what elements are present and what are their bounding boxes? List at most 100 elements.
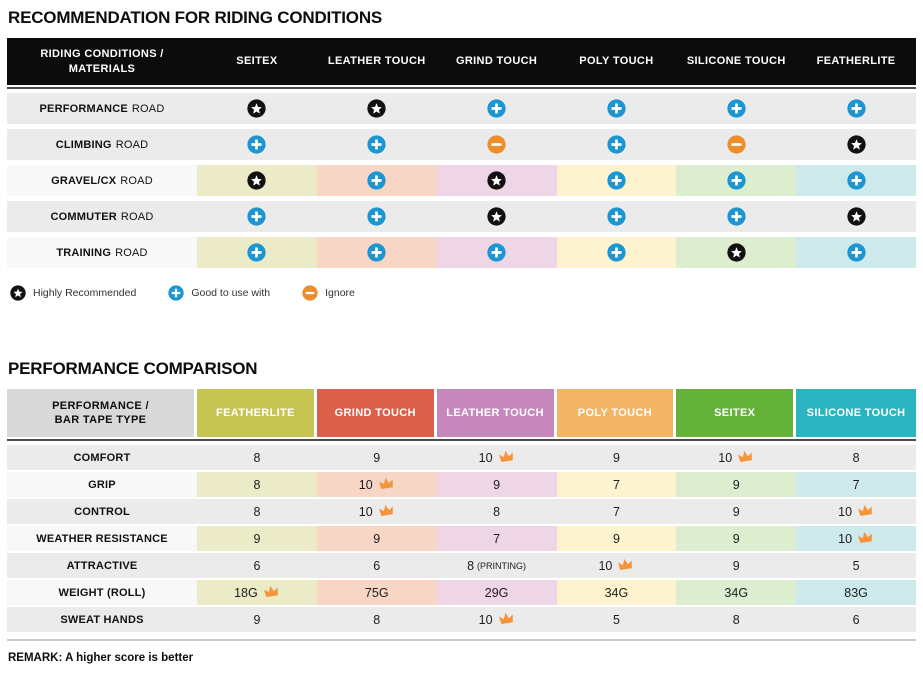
t1-column-header-1: LEATHER TOUCH xyxy=(327,55,426,68)
table-row: TRAINING ROAD xyxy=(7,237,916,268)
t1-cell xyxy=(676,165,797,196)
plus-icon xyxy=(727,207,746,226)
cell-value: 8 xyxy=(253,450,261,465)
riding-conditions-table: RIDING CONDITIONS / MATERIALS SEITEX LEAT… xyxy=(7,38,916,268)
t1-cell xyxy=(796,93,916,124)
row-label: PERFORMANCE ROAD xyxy=(7,93,197,124)
crown-icon xyxy=(616,557,635,572)
cell-value: 8 xyxy=(253,504,261,519)
t1-cell xyxy=(556,129,677,160)
t1-cell xyxy=(197,201,317,232)
t2-cell: 9 xyxy=(197,607,317,632)
legend-label: Ignore xyxy=(325,287,355,299)
cell-value: 75G xyxy=(364,585,389,600)
table-row: ATTRACTIVE 6 6 8 (PRINTING) 10 9 5 xyxy=(7,553,916,578)
cell-note: (PRINTING) xyxy=(477,560,527,571)
t2-cell: 9 xyxy=(316,526,437,551)
cell-value: 10 xyxy=(718,450,733,465)
row-label: COMMUTER ROAD xyxy=(7,201,197,232)
row-label-rest: ROAD xyxy=(115,246,148,259)
crown-icon xyxy=(856,503,875,518)
plus-icon xyxy=(607,135,626,154)
t2-cell: 7 xyxy=(556,499,677,524)
cell-value: 7 xyxy=(612,504,620,519)
plus-icon xyxy=(367,135,386,154)
plus-icon xyxy=(727,171,746,190)
cell-value: 10 xyxy=(358,477,373,492)
t1-header-row: RIDING CONDITIONS / MATERIALS SEITEX LEAT… xyxy=(7,38,916,85)
t2-cell: 8 xyxy=(676,607,797,632)
t2-cell: 7 xyxy=(796,472,916,497)
t1-cell xyxy=(197,165,317,196)
t2-cell: 9 xyxy=(676,526,797,551)
remark-text: REMARK: A higher score is better xyxy=(8,652,194,664)
row-label-strong: CLIMBING xyxy=(55,138,112,151)
t2-cell: 34G xyxy=(676,580,797,605)
t1-cell xyxy=(197,237,317,268)
t1-corner-line2: MATERIALS xyxy=(68,62,136,75)
cell-value: 83G xyxy=(844,585,868,600)
t1-cell xyxy=(436,201,557,232)
cell-value: 8 xyxy=(732,612,740,627)
crown-icon xyxy=(377,503,396,518)
legend-label: Good to use with xyxy=(191,287,271,299)
plus-icon xyxy=(607,207,626,226)
table-row: PERFORMANCE ROAD xyxy=(7,93,916,124)
divider xyxy=(7,87,916,89)
row-label: WEATHER RESISTANCE xyxy=(7,526,197,551)
star-icon xyxy=(10,285,26,301)
row-label-strong: GRAVEL/CX xyxy=(51,174,117,187)
t2-cell: 9 xyxy=(556,445,677,470)
t1-column-header-5: FEATHERLITE xyxy=(816,55,896,68)
t1-cell xyxy=(796,165,916,196)
plus-icon xyxy=(487,99,506,118)
star-icon xyxy=(487,207,506,226)
t2-cell: 7 xyxy=(556,472,677,497)
t2-cell: 6 xyxy=(796,607,916,632)
row-label-strong: PERFORMANCE xyxy=(39,102,128,115)
t2-cell: 8 (PRINTING) xyxy=(436,553,557,578)
t2-cell: 10 xyxy=(796,499,916,524)
cell-value: 9 xyxy=(373,531,381,546)
performance-comparison-title: PERFORMANCE COMPARISON xyxy=(8,359,258,378)
plus-icon xyxy=(727,99,746,118)
t2-cell: 5 xyxy=(796,553,916,578)
row-label: ATTRACTIVE xyxy=(7,553,197,578)
t2-column-header-2: LEATHER TOUCH xyxy=(436,389,557,437)
cell-value: 6 xyxy=(253,558,261,573)
t1-column-header-0: SEITEX xyxy=(236,55,278,68)
cell-value: 9 xyxy=(253,612,261,627)
t2-cell: 29G xyxy=(436,580,557,605)
t2-cell: 10 xyxy=(436,607,557,632)
legend-label: Highly Recommended xyxy=(33,287,137,299)
plus-icon xyxy=(487,243,506,262)
t1-cell xyxy=(796,201,916,232)
cell-value: 10 xyxy=(838,531,853,546)
minus-icon xyxy=(727,135,746,154)
cell-value: 10 xyxy=(478,612,493,627)
cell-value: 7 xyxy=(612,477,620,492)
cell-value: 5 xyxy=(852,558,860,573)
cell-value: 8 xyxy=(467,558,475,573)
minus-icon xyxy=(487,135,506,154)
t2-cell: 8 xyxy=(436,499,557,524)
cell-value: 18G xyxy=(234,585,258,600)
cell-value: 5 xyxy=(612,612,620,627)
t2-cell: 10 xyxy=(676,445,797,470)
legend-item: Highly Recommended xyxy=(10,285,136,301)
cell-value: 6 xyxy=(852,612,860,627)
plus-icon xyxy=(607,243,626,262)
t2-cell: 9 xyxy=(316,445,437,470)
t2-cell: 8 xyxy=(197,472,317,497)
t1-cell xyxy=(676,237,797,268)
row-label: COMFORT xyxy=(7,445,197,470)
t2-cell: 5 xyxy=(556,607,677,632)
cell-value: 8 xyxy=(373,612,381,627)
t2-column-header-4: SEITEX xyxy=(676,389,797,437)
crown-icon xyxy=(262,584,281,599)
plus-icon xyxy=(247,243,267,262)
t1-cell xyxy=(676,201,797,232)
performance-comparison-table: PERFORMANCE / BAR TAPE TYPE FEATHERLITE G… xyxy=(7,389,916,641)
t1-column-header-2: GRIND TOUCH xyxy=(455,55,538,68)
